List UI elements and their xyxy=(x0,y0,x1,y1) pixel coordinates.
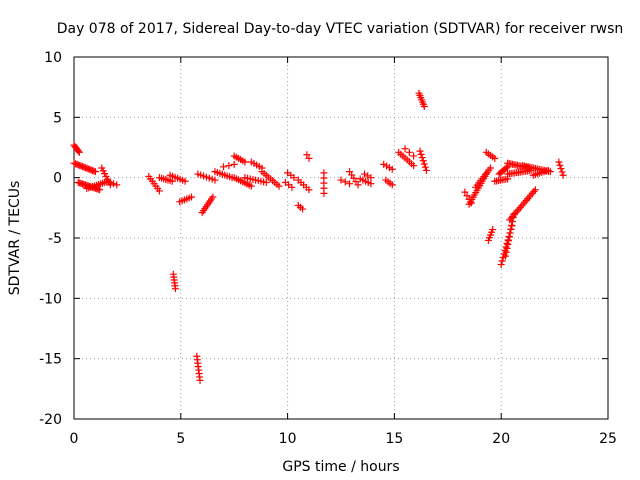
data-point xyxy=(506,229,514,237)
data-point xyxy=(501,252,509,260)
data-point xyxy=(508,221,516,229)
x-tick-label: 20 xyxy=(492,431,510,447)
data-point xyxy=(75,148,83,156)
data-point xyxy=(346,180,354,188)
chart-title: Day 078 of 2017, Sidereal Day-to-day VTE… xyxy=(57,21,624,37)
data-point xyxy=(461,188,469,196)
data-point xyxy=(74,147,82,155)
y-tick-label: 5 xyxy=(53,110,62,126)
x-tick-label: 10 xyxy=(279,431,297,447)
axis-ticks: 0 5 10 15 20 25 -20 -15 -10 -5 0 5 10 xyxy=(39,50,617,447)
y-tick-label: -20 xyxy=(39,412,62,428)
y-tick-label: 0 xyxy=(53,171,62,187)
data-point xyxy=(489,226,497,234)
data-point xyxy=(388,165,396,173)
data-point xyxy=(341,178,349,186)
data-point xyxy=(507,225,515,233)
data-point xyxy=(555,158,563,166)
data-point xyxy=(288,183,296,191)
data-point xyxy=(419,157,427,165)
data-point xyxy=(505,237,513,245)
data-point xyxy=(463,192,471,200)
data-point xyxy=(497,261,505,269)
x-tick-label: 15 xyxy=(385,431,403,447)
data-point xyxy=(502,164,510,172)
data-point xyxy=(230,160,238,168)
data-point xyxy=(417,150,425,158)
x-tick-label: 25 xyxy=(599,431,617,447)
y-tick-label: -15 xyxy=(39,352,62,368)
y-tick-label: 10 xyxy=(44,50,62,66)
data-point xyxy=(410,152,418,160)
grid-lines xyxy=(74,57,608,419)
y-tick-label: -5 xyxy=(48,231,62,247)
data-point xyxy=(113,181,121,189)
x-tick-label: 5 xyxy=(176,431,185,447)
data-point xyxy=(420,102,428,110)
data-point xyxy=(209,193,217,201)
data-point xyxy=(367,180,375,188)
data-point xyxy=(416,147,424,155)
data-point xyxy=(422,166,430,174)
data-point xyxy=(504,241,512,249)
data-point xyxy=(388,181,396,189)
data-point xyxy=(559,171,567,179)
data-point xyxy=(155,187,163,195)
data-point xyxy=(367,174,375,182)
data-point xyxy=(531,186,539,194)
data-point xyxy=(299,205,307,213)
data-point xyxy=(418,154,426,162)
x-axis-label: GPS time / hours xyxy=(282,459,399,475)
data-point xyxy=(262,178,270,186)
data-point xyxy=(487,164,495,172)
data-point xyxy=(247,182,255,190)
data-point xyxy=(303,151,311,159)
data-point xyxy=(241,158,249,166)
data-point xyxy=(544,166,552,174)
data-point xyxy=(498,257,506,265)
data-point xyxy=(410,162,418,170)
data-point xyxy=(110,180,118,188)
data-point xyxy=(421,163,429,171)
x-tick-label: 0 xyxy=(70,431,79,447)
data-point xyxy=(401,145,409,153)
data-point xyxy=(106,178,114,186)
data-point xyxy=(211,176,219,184)
data-point xyxy=(225,162,233,170)
data-point xyxy=(305,186,313,194)
data-point xyxy=(187,193,195,201)
data-point xyxy=(405,148,413,156)
data-point xyxy=(320,189,328,197)
data-point xyxy=(196,376,204,384)
data-point xyxy=(558,168,566,176)
data-point xyxy=(337,176,345,184)
data-point xyxy=(290,174,298,182)
data-point xyxy=(505,233,513,241)
data-point xyxy=(181,177,189,185)
data-point xyxy=(171,285,179,293)
data-point xyxy=(420,160,428,168)
data-point xyxy=(305,154,313,162)
data-point xyxy=(502,248,510,256)
data-point xyxy=(96,186,104,194)
data-point xyxy=(557,165,565,173)
data-point xyxy=(503,244,511,252)
data-point xyxy=(275,182,283,190)
y-axis-label: SDTVAR / TECUs xyxy=(7,181,23,296)
y-tick-label: -10 xyxy=(39,291,62,307)
data-points xyxy=(70,89,567,384)
data-point xyxy=(556,161,564,169)
data-point xyxy=(354,181,362,189)
data-point xyxy=(220,163,228,171)
data-point xyxy=(91,168,99,176)
data-point xyxy=(491,154,499,162)
data-point xyxy=(360,170,368,178)
